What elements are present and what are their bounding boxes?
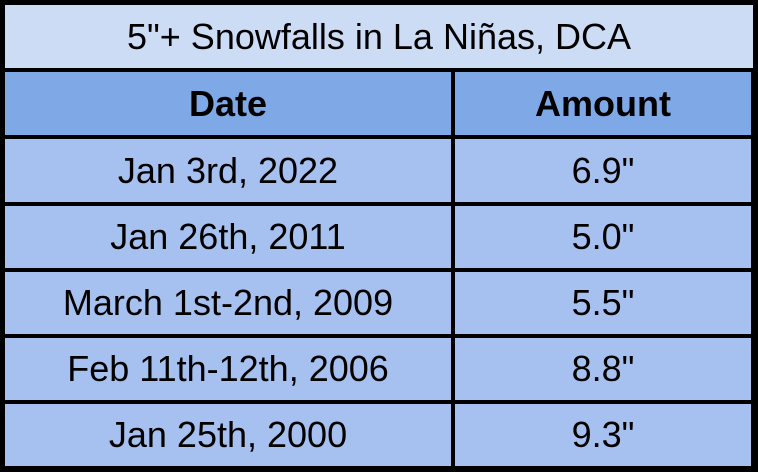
row-4-date: Feb 11th-12th, 2006 xyxy=(5,338,451,400)
row-5-date: Jan 25th, 2000 xyxy=(5,404,451,466)
header-date: Date xyxy=(5,72,451,135)
row-1-date: Jan 3rd, 2022 xyxy=(5,139,451,202)
table-title: 5"+ Snowfalls in La Niñas, DCA xyxy=(5,5,753,68)
row-3-date: March 1st-2nd, 2009 xyxy=(5,272,451,334)
row-4-amount: 8.8" xyxy=(455,338,751,400)
row-5-amount: 9.3" xyxy=(455,404,751,466)
row-2-date: Jan 26th, 2011 xyxy=(5,206,451,268)
row-2-amount: 5.0" xyxy=(455,206,751,268)
row-1-amount: 6.9" xyxy=(455,139,751,202)
header-amount: Amount xyxy=(455,72,751,135)
row-3-amount: 5.5" xyxy=(455,272,751,334)
